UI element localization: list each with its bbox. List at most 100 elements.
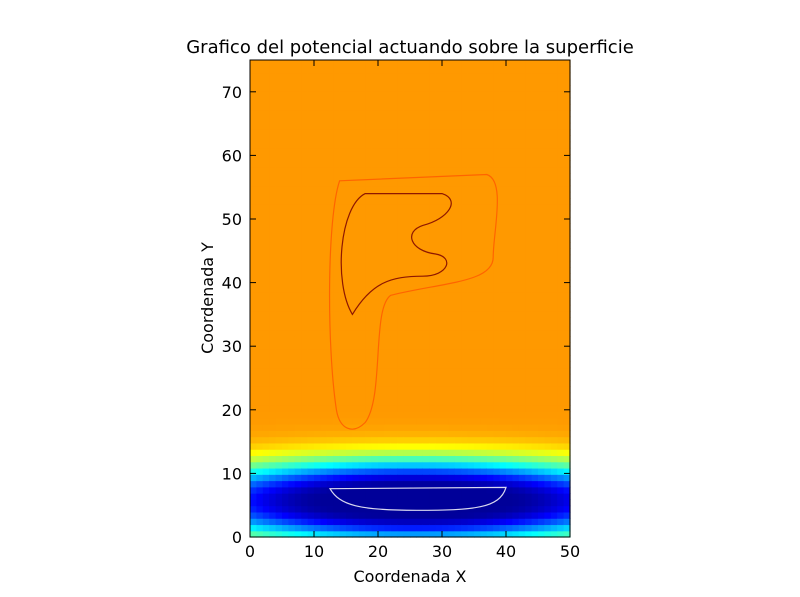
heatmap-cell: [326, 229, 334, 237]
heatmap-cell: [506, 179, 513, 187]
heatmap-cell: [403, 267, 411, 274]
heatmap-cell: [557, 505, 565, 513]
heatmap-cell: [512, 530, 520, 538]
heatmap-cell: [512, 60, 520, 67]
heatmap-cell: [416, 198, 424, 205]
heatmap-cell: [390, 191, 398, 199]
heatmap-cell: [320, 461, 328, 469]
heatmap-cell: [333, 442, 341, 450]
heatmap-cell: [416, 129, 424, 136]
heatmap-cell: [518, 191, 526, 199]
heatmap-cell: [525, 267, 533, 274]
heatmap-cell: [474, 154, 481, 162]
heatmap-cell: [301, 110, 309, 118]
heatmap-cell: [365, 185, 373, 193]
heatmap-cell: [358, 461, 366, 469]
heatmap-cell: [563, 486, 571, 494]
heatmap-cell: [493, 361, 501, 369]
heatmap-cell: [422, 254, 430, 262]
heatmap-cell: [454, 191, 462, 199]
heatmap-cell: [288, 518, 296, 526]
heatmap-cell: [467, 486, 475, 494]
heatmap-cell: [429, 329, 437, 337]
heatmap-cell: [358, 97, 366, 105]
heatmap-cell: [506, 254, 513, 262]
heatmap-cell: [538, 411, 545, 419]
heatmap-cell: [346, 323, 353, 331]
heatmap-cell: [262, 172, 270, 180]
heatmap-cell: [371, 323, 379, 331]
heatmap-cell: [410, 185, 417, 193]
heatmap-cell: [563, 97, 571, 105]
heatmap-cell: [486, 424, 494, 431]
heatmap-cell: [480, 424, 488, 431]
heatmap-cell: [461, 354, 469, 362]
heatmap-cell: [486, 411, 494, 419]
heatmap-cell: [384, 430, 392, 438]
heatmap-cell: [474, 285, 481, 293]
heatmap-cell: [294, 103, 302, 111]
heatmap-cell: [282, 85, 289, 92]
heatmap-cell: [358, 411, 366, 419]
heatmap-cell: [326, 160, 334, 168]
heatmap-cell: [493, 311, 501, 318]
heatmap-cell: [480, 78, 488, 86]
heatmap-cell: [320, 530, 328, 538]
heatmap-cell: [467, 191, 475, 199]
heatmap-cell: [339, 486, 347, 494]
heatmap-cell: [346, 179, 353, 187]
heatmap-cell: [326, 499, 334, 507]
heatmap-cell: [262, 411, 270, 419]
heatmap-cell: [550, 524, 558, 532]
heatmap-cell: [256, 235, 264, 243]
heatmap-cell: [371, 204, 379, 212]
heatmap-cell: [346, 135, 353, 143]
heatmap-cell: [397, 223, 405, 231]
heatmap-cell: [531, 172, 539, 180]
heatmap-cell: [486, 361, 494, 369]
heatmap-cell: [544, 298, 552, 306]
heatmap-cell: [262, 254, 270, 262]
heatmap-cell: [250, 267, 257, 274]
heatmap-cell: [410, 524, 417, 532]
heatmap-cell: [294, 229, 302, 237]
heatmap-cell: [410, 442, 417, 450]
x-tick-label: 30: [432, 542, 452, 561]
heatmap-cell: [390, 85, 398, 92]
heatmap-cell: [384, 524, 392, 532]
heatmap-cell: [378, 285, 385, 293]
heatmap-cell: [480, 367, 488, 375]
heatmap-cell: [301, 436, 309, 444]
heatmap-cell: [467, 329, 475, 337]
heatmap-cell: [550, 317, 558, 325]
heatmap-cell: [275, 530, 283, 538]
heatmap-cell: [467, 505, 475, 513]
heatmap-cell: [269, 223, 277, 231]
heatmap-cell: [352, 223, 360, 231]
heatmap-cell: [320, 60, 328, 67]
heatmap-cell: [422, 135, 430, 143]
heatmap-cell: [256, 260, 264, 268]
heatmap-cell: [269, 499, 277, 507]
heatmap-cell: [448, 436, 456, 444]
heatmap-cell: [378, 72, 385, 80]
heatmap-cell: [384, 204, 392, 212]
heatmap-cell: [480, 317, 488, 325]
heatmap-cell: [358, 122, 366, 130]
heatmap-cell: [288, 493, 296, 500]
heatmap-cell: [550, 436, 558, 444]
heatmap-cell: [557, 493, 565, 500]
heatmap-cell: [499, 147, 507, 155]
heatmap-cell: [314, 242, 321, 249]
heatmap-cell: [365, 380, 373, 387]
heatmap-cell: [301, 499, 309, 507]
heatmap-cell: [480, 248, 488, 256]
heatmap-cell: [544, 254, 552, 262]
heatmap-cell: [326, 103, 334, 111]
heatmap-cell: [461, 66, 469, 74]
heatmap-cell: [429, 179, 437, 187]
heatmap-cell: [352, 311, 360, 318]
heatmap-cell: [384, 304, 392, 312]
heatmap-cell: [563, 329, 571, 337]
heatmap-cell: [563, 386, 571, 394]
